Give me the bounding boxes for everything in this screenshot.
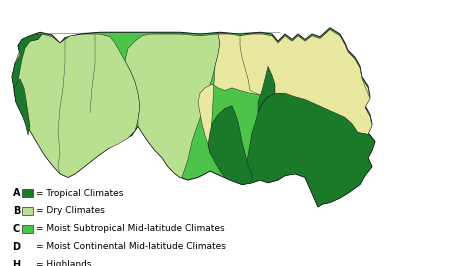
Bar [22, 261, 33, 266]
Polygon shape [240, 93, 375, 207]
Text: = Tropical Climates: = Tropical Climates [36, 189, 123, 198]
Bar [22, 189, 33, 197]
Polygon shape [14, 79, 30, 135]
Polygon shape [125, 34, 220, 177]
Polygon shape [258, 66, 275, 113]
Text: = Moist Continental Mid-latitude Climates: = Moist Continental Mid-latitude Climate… [36, 242, 226, 251]
Text: = Moist Subtropical Mid-latitude Climates: = Moist Subtropical Mid-latitude Climate… [36, 225, 225, 233]
Text: D: D [12, 242, 20, 252]
Bar [22, 243, 33, 251]
Text: A: A [12, 188, 20, 198]
Bar [22, 225, 33, 233]
Text: = Highlands: = Highlands [36, 260, 91, 266]
Text: B: B [13, 206, 20, 216]
Bar [22, 207, 33, 215]
Polygon shape [12, 28, 375, 207]
Text: C: C [13, 224, 20, 234]
Polygon shape [12, 34, 140, 177]
Text: = Dry Climates: = Dry Climates [36, 206, 105, 215]
Polygon shape [208, 106, 252, 185]
Text: H: H [12, 260, 20, 266]
Polygon shape [240, 30, 372, 134]
Polygon shape [12, 34, 42, 93]
Polygon shape [198, 30, 372, 153]
